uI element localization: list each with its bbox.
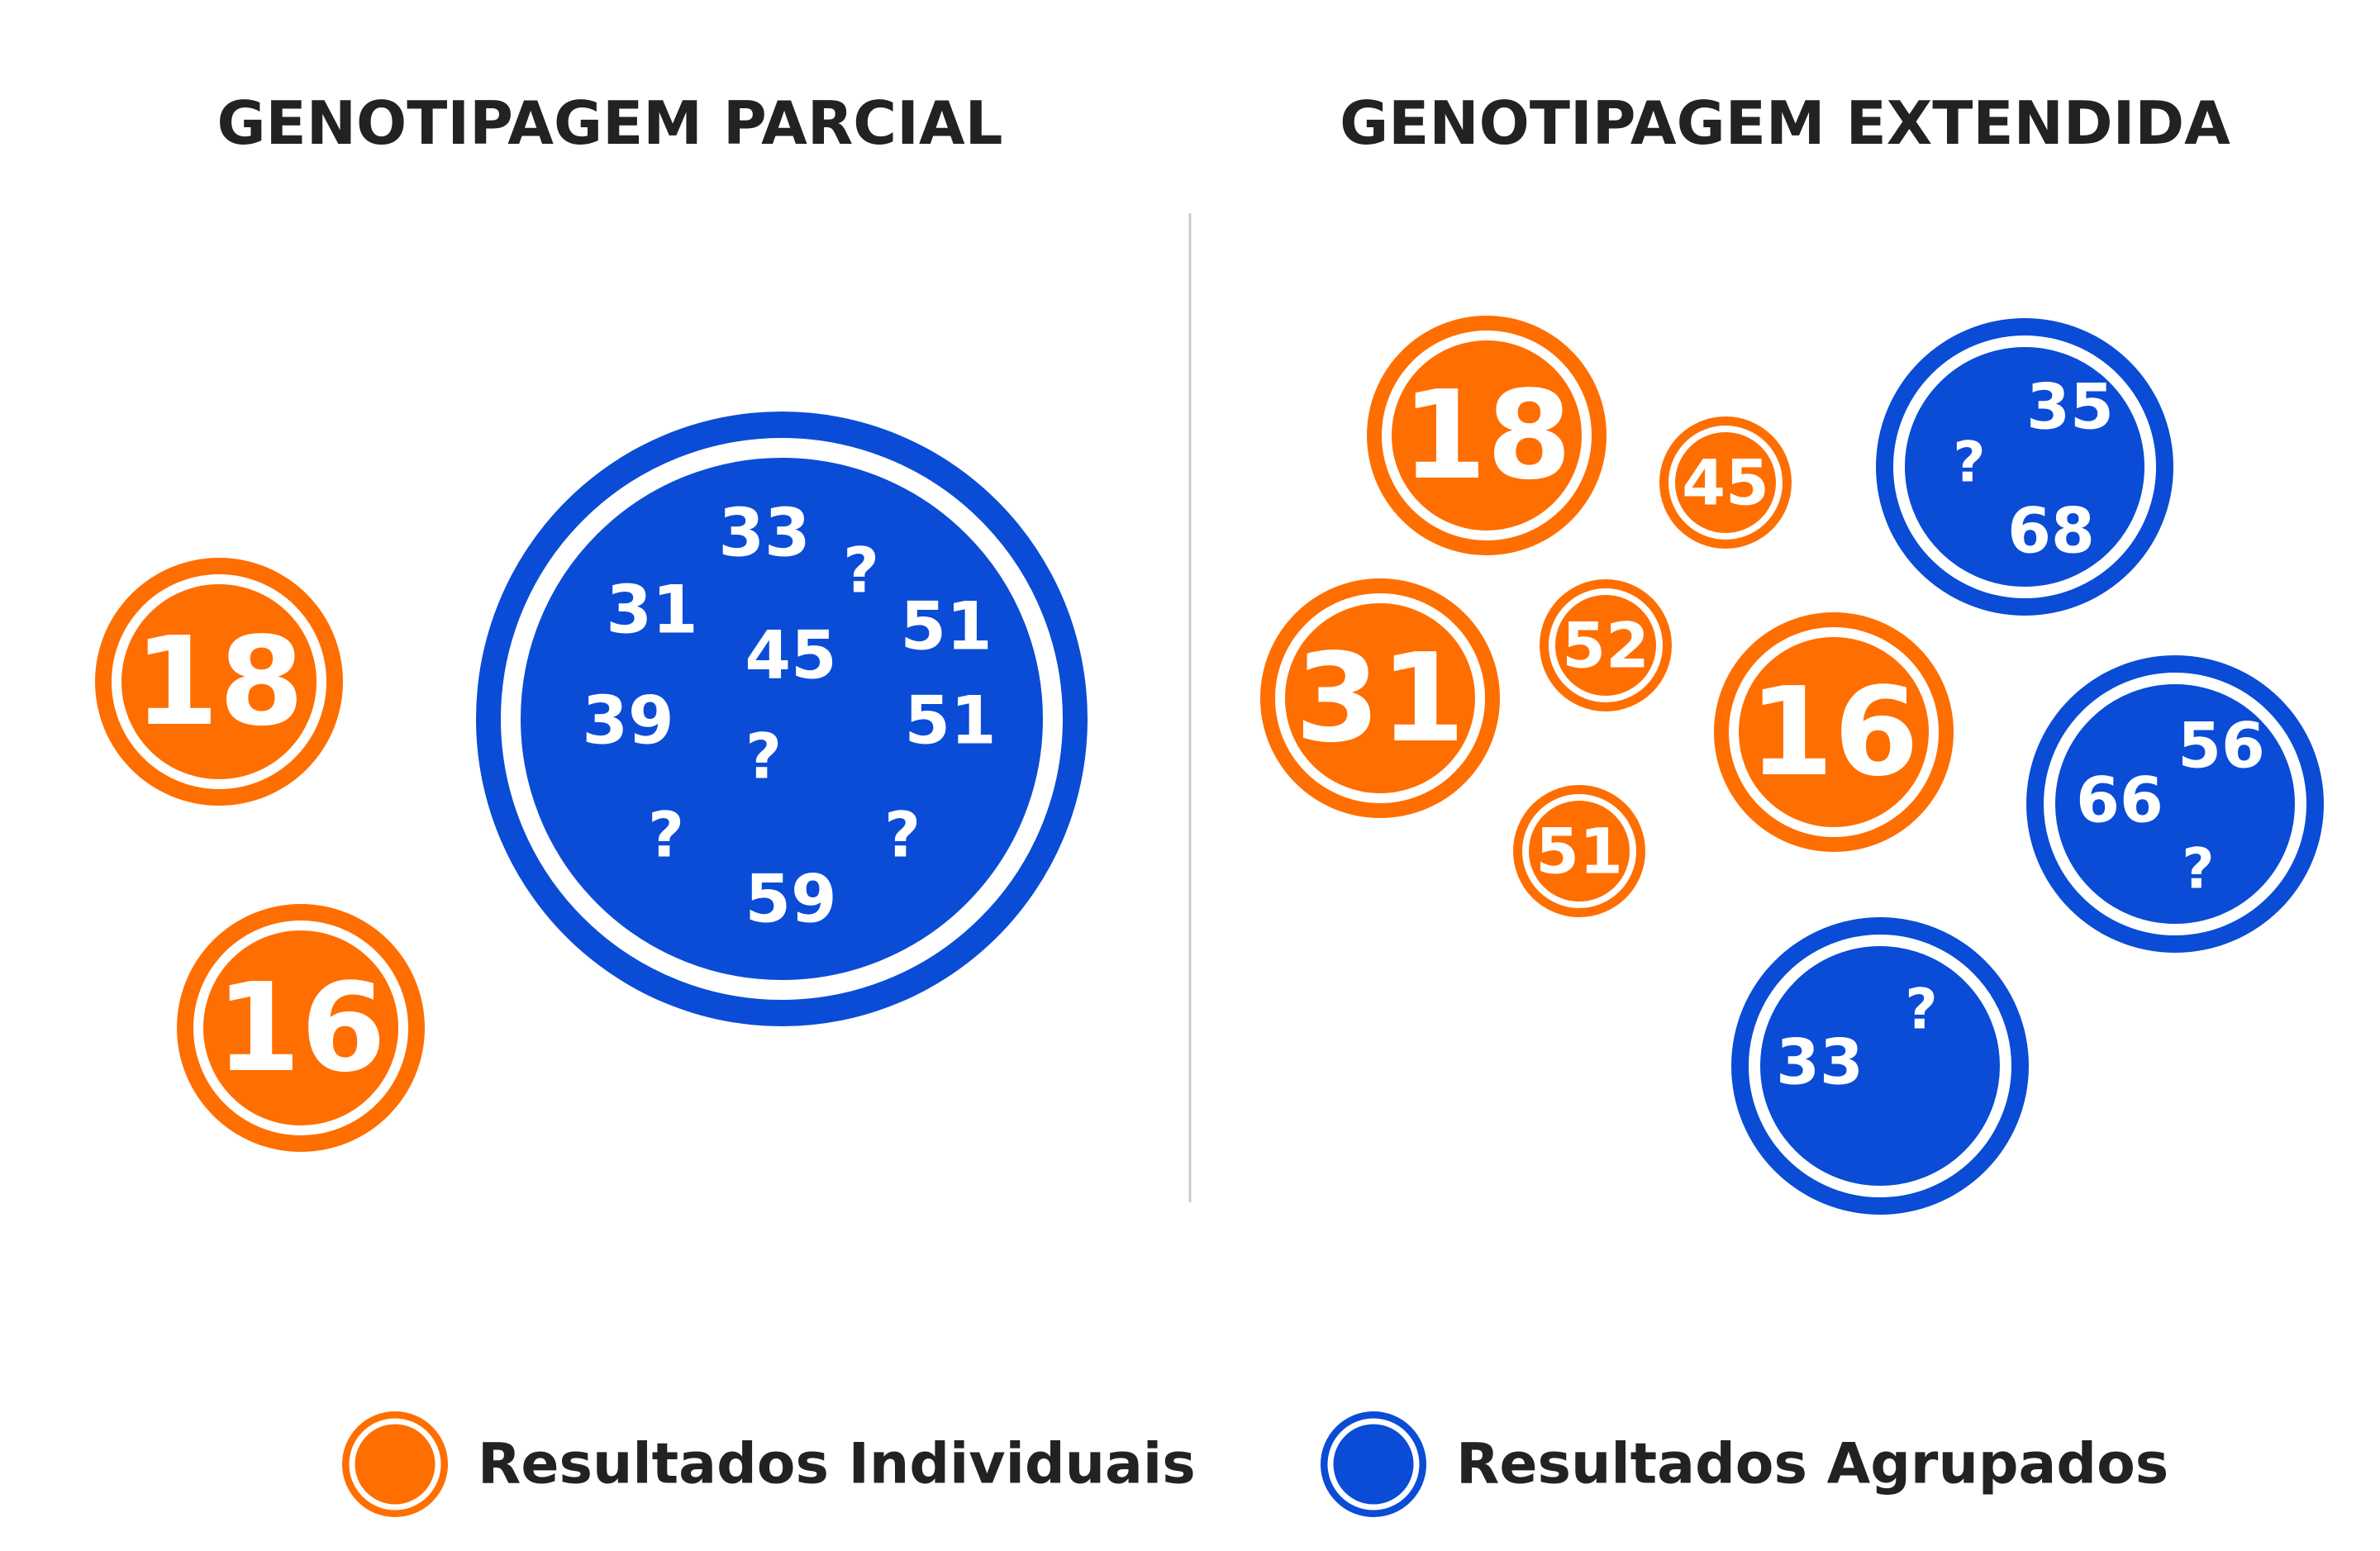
legend-individual-swatch [342, 1411, 448, 1517]
badge-label: 18 [1402, 364, 1572, 507]
legend-grouped-swatch [1321, 1411, 1426, 1517]
partial-grouped-cluster: 33 31 ? 51 45 39 51 ? ? ? 59 [476, 412, 1088, 1026]
cluster-label: 51 [900, 588, 992, 665]
badge-label: 16 [1749, 661, 1919, 803]
title-extended: GENOTIPAGEM EXTENDIDA [1340, 88, 2230, 158]
cluster-label: 33 [718, 495, 810, 572]
cluster-label: 66 [2076, 764, 2163, 837]
cluster-label: ? [884, 798, 921, 872]
badge-label: 18 [134, 611, 304, 753]
legend-individual-label: Resultados Individuais [478, 1432, 1196, 1497]
extended-individual-45: 45 [1659, 416, 1792, 549]
cluster-label: 59 [745, 861, 836, 938]
cluster-label: ? [648, 798, 684, 872]
badge-label: 45 [1682, 446, 1769, 520]
cluster-label: 35 [2026, 370, 2114, 444]
partial-individual-18: 18 [95, 558, 343, 806]
badge-label: 16 [216, 957, 386, 1099]
cluster-label: ? [1905, 978, 1937, 1043]
cluster-label: 39 [582, 683, 674, 759]
extended-individual-16: 16 [1714, 612, 1954, 852]
legend-grouped-label: Resultados Agrupados [1456, 1432, 2168, 1497]
cluster-label: ? [843, 534, 879, 607]
title-partial: GENOTIPAGEM PARCIAL [217, 88, 1002, 158]
extended-grouped-cluster-1: 35 ? 68 [1876, 318, 2173, 616]
extended-grouped-cluster-3: ? 33 [1731, 917, 2029, 1215]
cluster-label: 51 [904, 683, 996, 759]
extended-grouped-cluster-2: 56 66 ? [2026, 655, 2324, 953]
legend-grouped: Resultados Agrupados [1321, 1411, 2168, 1517]
cluster-label: 31 [606, 572, 697, 649]
cluster-label: ? [2182, 837, 2214, 902]
partial-individual-16: 16 [177, 904, 425, 1152]
cluster-label: ? [745, 720, 782, 793]
badge-label: 31 [1295, 627, 1465, 769]
extended-individual-51: 51 [1513, 785, 1645, 917]
extended-individual-31: 31 [1260, 578, 1500, 818]
extended-individual-52: 52 [1540, 579, 1672, 711]
cluster-label: 68 [2007, 494, 2095, 568]
badge-label: 52 [1562, 609, 1649, 683]
cluster-label: 56 [2178, 709, 2265, 783]
extended-individual-18: 18 [1367, 316, 1606, 555]
cluster-label: 45 [745, 617, 836, 694]
cluster-label: ? [1953, 431, 1985, 496]
legend-individual: Resultados Individuais [342, 1411, 1196, 1517]
badge-label: 51 [1535, 815, 1623, 888]
cluster-label: 33 [1776, 1025, 1864, 1099]
